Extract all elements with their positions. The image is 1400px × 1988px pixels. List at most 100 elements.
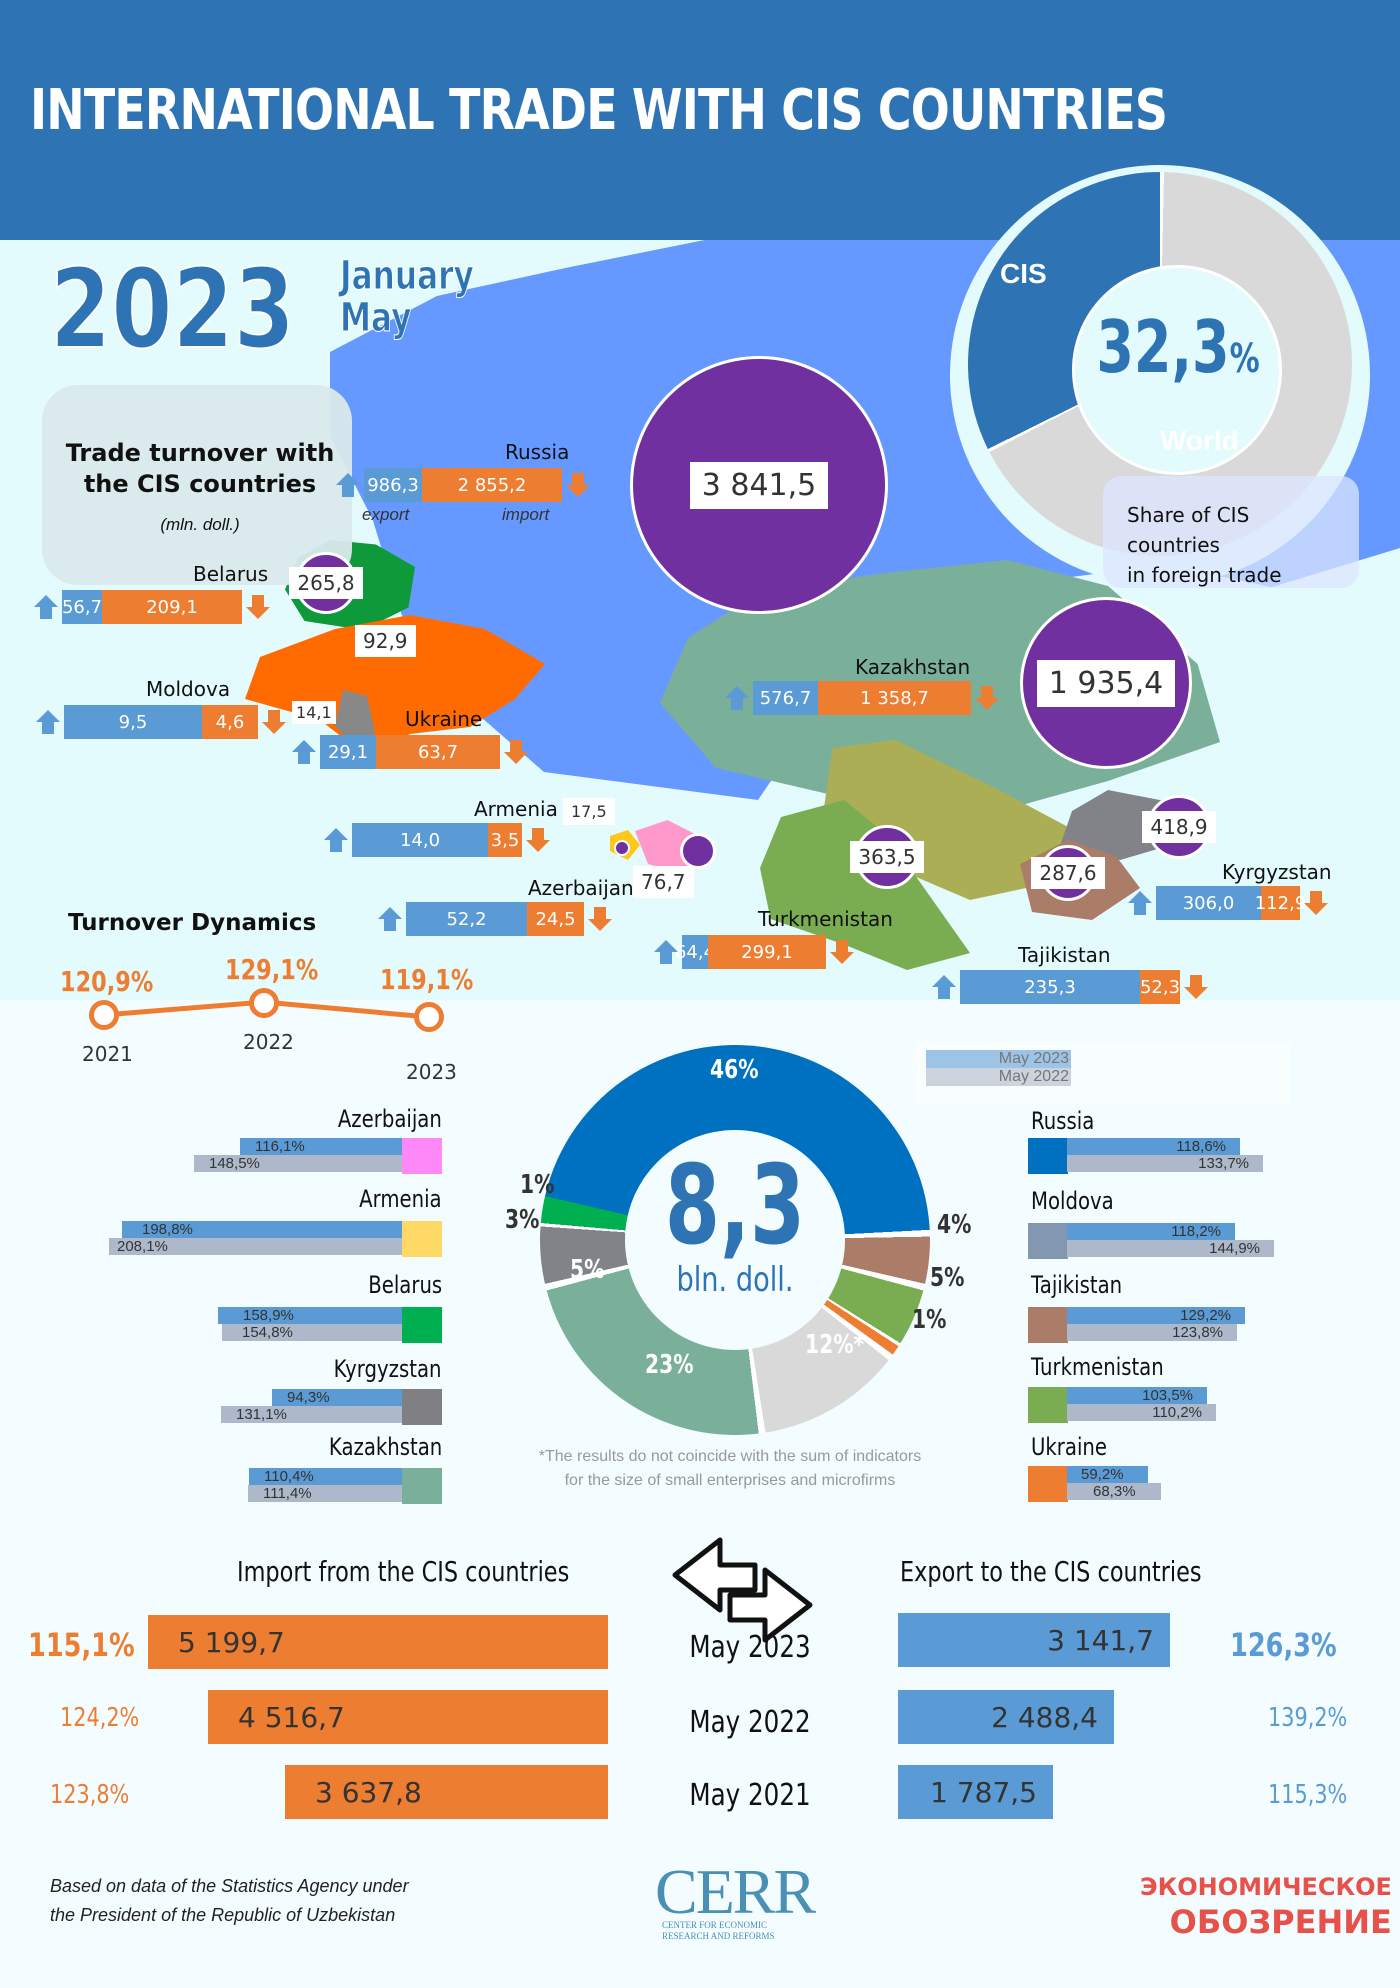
turnover-title-line2: the CIS countries	[83, 470, 317, 499]
footnote-line2: for the size of small enterprises and mi…	[564, 1472, 896, 1489]
share-note-line2: in foreign trade	[1127, 563, 1282, 587]
period-may-2021: May 2021	[689, 1778, 811, 1813]
export-value: 235,3	[960, 970, 1140, 1004]
swap-arrows-icon	[672, 1537, 813, 1643]
share-donut-hole	[1072, 265, 1282, 475]
import-bar-2022: 4 516,7	[208, 1690, 608, 1744]
bubble-kazakhstan: 1 935,4	[1020, 597, 1192, 769]
growth-right-column: Russia 118,6% 133,7% Moldova 118,2% 144,…	[1028, 1105, 1328, 1513]
slice-label-belarus: 3%	[505, 1205, 540, 1235]
label-kazakhstan: Kazakhstan	[855, 655, 971, 679]
dynamics-node-2021	[89, 1000, 119, 1030]
import-value: 299,1	[708, 935, 826, 969]
growth-item-ukraine: Ukraine 59,2% 68,3%	[1028, 1433, 1328, 1513]
export-value: 986,3	[364, 468, 422, 502]
cerr-logo-subtitle: CENTER FOR ECONOMIC RESEARCH AND REFORMS	[662, 1920, 775, 1942]
import-arrow-icon	[504, 740, 528, 764]
import-value: 4,6	[202, 705, 258, 739]
dynamics-year-2023: 2023	[406, 1060, 457, 1084]
structure-footnote: *The results do not coincide with the su…	[520, 1445, 940, 1493]
import-value: 209,1	[102, 590, 242, 624]
turnover-legend-box	[42, 385, 352, 585]
export-arrow-icon	[292, 740, 316, 764]
bar-2023: 110,4%	[249, 1468, 402, 1485]
growth-item-moldova: Moldova 118,2% 144,9%	[1028, 1185, 1328, 1271]
country-name: Armenia	[359, 1185, 442, 1213]
bubble-armenia	[614, 840, 630, 856]
color-swatch	[1028, 1466, 1068, 1502]
bar-2023: 158,9%	[218, 1307, 402, 1324]
import-growth-2023: 115,1%	[28, 1626, 135, 1664]
country-name: Tajikistan	[1031, 1271, 1123, 1299]
slice-label-ukraine: 1%	[912, 1305, 947, 1335]
bar-2022: 68,3%	[1067, 1483, 1161, 1500]
import-growth-2022: 124,2%	[60, 1703, 140, 1733]
dynamics-value-2021: 120,9%	[60, 965, 154, 998]
bubble-belarus: 265,8	[289, 552, 363, 614]
label-azerbaijan: Azerbaijan	[528, 876, 634, 900]
share-value: 32,3%	[1096, 305, 1260, 389]
export-value: 14,0	[352, 823, 488, 857]
import-caption: import	[502, 505, 550, 524]
growth-item-turkmenistan: Turkmenistan 103,5% 110,2%	[1028, 1353, 1328, 1433]
trade-bar-russia: 986,3 2 855,2	[336, 468, 590, 502]
period-end: May	[340, 295, 412, 341]
moldova-turnover: 14,1	[292, 701, 336, 724]
cerr-sub-line1: CENTER FOR ECONOMIC	[662, 1920, 768, 1930]
growth-item-armenia: Armenia 198,8% 208,1%	[100, 1185, 442, 1269]
dynamics-year-2021: 2021	[82, 1042, 133, 1066]
slice-label-turkmenistan: 5%	[930, 1263, 965, 1293]
bar-2023: 118,6%	[1067, 1138, 1240, 1155]
country-name: Kazakhstan	[328, 1433, 442, 1461]
share-note-line1: Share of CIS countries	[1127, 503, 1250, 557]
growth-item-kyrgyzstan: Kyrgyzstan 94,3% 131,1%	[100, 1353, 442, 1433]
dynamics-value-2022: 129,1%	[225, 953, 319, 986]
period-may-2022: May 2022	[689, 1705, 811, 1740]
color-swatch	[402, 1468, 442, 1504]
trade-bar-moldova: 9,5 4,6	[36, 705, 286, 739]
import-arrow-icon	[566, 473, 590, 497]
slice-label-kyrgyzstan: 5%	[570, 1255, 605, 1285]
trade-bar-kyrgyzstan: 306,0 112,9	[1128, 886, 1328, 920]
export-growth-2022: 139,2%	[1268, 1703, 1348, 1733]
import-arrow-icon	[246, 595, 270, 619]
import-value: 2 855,2	[422, 468, 562, 502]
trade-bar-tajikistan: 235,3 52,3	[932, 970, 1208, 1004]
structure-total: 8,3 bln. doll.	[600, 1150, 870, 1300]
export-arrow-icon	[1128, 891, 1152, 915]
eo-line1: ЭКОНОМИЧЕСКОЕ	[1140, 1873, 1392, 1901]
share-note: Share of CIS countries in foreign trade	[1103, 476, 1359, 588]
export-value: 56,7	[62, 590, 102, 624]
bar-2022: 148,5%	[194, 1155, 402, 1172]
bubble-russia: 3 841,5	[630, 356, 888, 614]
share-cis-label: CIS	[1000, 258, 1047, 289]
trade-bar-armenia: 14,0 3,5	[324, 823, 550, 857]
trade-bar-belarus: 56,7 209,1	[34, 590, 270, 624]
period-may-2023: May 2023	[689, 1630, 811, 1665]
structure-total-value: 8,3	[664, 1141, 806, 1269]
bar-2023: 94,3%	[272, 1389, 402, 1406]
color-swatch	[1028, 1307, 1068, 1343]
slice-label-other: 12%*	[805, 1330, 865, 1360]
year-heading: 2023	[49, 244, 296, 374]
structure-total-unit: bln. doll.	[676, 1260, 794, 1300]
color-swatch	[1028, 1387, 1068, 1423]
bar-2023: 129,2%	[1067, 1307, 1245, 1324]
dynamics-title: Turnover Dynamics	[68, 910, 317, 936]
export-arrow-icon	[34, 595, 58, 619]
country-name: Kyrgyzstan	[334, 1355, 442, 1383]
bar-2023: 116,1%	[240, 1138, 402, 1155]
slice-label-azerbaijan: 1%	[520, 1170, 555, 1200]
growth-item-tajikistan: Tajikistan 129,2% 123,8%	[1028, 1271, 1328, 1353]
slice-label-russia: 46%	[710, 1055, 759, 1085]
country-name: Azerbaijan	[337, 1105, 442, 1133]
dynamics-value-2023: 119,1%	[380, 963, 474, 996]
bar-2022: 133,7%	[1067, 1155, 1263, 1172]
import-value: 24,5	[527, 902, 584, 936]
export-value: 52,2	[406, 902, 527, 936]
growth-item-azerbaijan: Azerbaijan 116,1% 148,5%	[100, 1105, 442, 1185]
export-section-title: Export to the CIS countries	[900, 1555, 1202, 1588]
growth-item-kazakhstan: Kazakhstan 110,4% 111,4%	[100, 1433, 442, 1513]
growth-item-belarus: Belarus 158,9% 154,8%	[100, 1269, 442, 1353]
bar-2022: 123,8%	[1067, 1324, 1237, 1341]
